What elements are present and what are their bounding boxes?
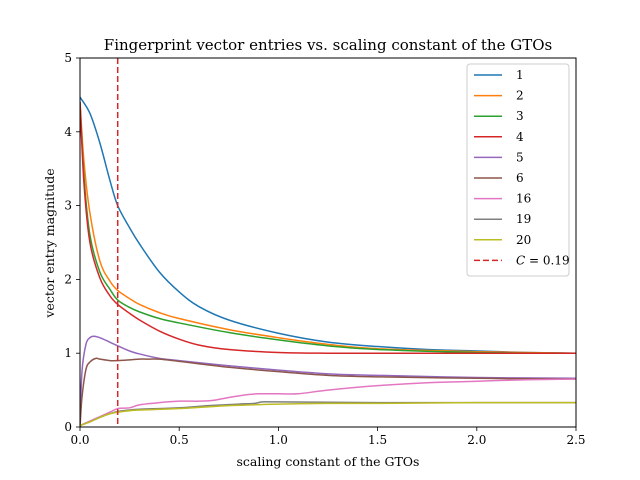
legend-label-reference: C = 0.19 xyxy=(516,253,570,267)
y-axis: 0 1 2 3 4 5 xyxy=(64,51,80,434)
x-axis-label: scaling constant of the GTOs xyxy=(237,454,420,469)
series-line-4 xyxy=(80,101,576,355)
legend-label-6: 6 xyxy=(516,171,524,185)
y-tick-label: 1 xyxy=(64,346,72,360)
series-line-2 xyxy=(80,101,576,354)
chart-title: Fingerprint vector entries vs. scaling c… xyxy=(104,36,552,54)
legend-label-16: 16 xyxy=(516,192,531,206)
y-tick-label: 4 xyxy=(64,125,72,139)
legend-label-5: 5 xyxy=(516,150,524,164)
x-tick-label: 2.5 xyxy=(566,433,585,447)
legend-label-19: 19 xyxy=(516,212,531,226)
legend-label-2: 2 xyxy=(516,89,524,103)
series-line-5 xyxy=(80,335,576,427)
series-line-6 xyxy=(80,357,576,427)
legend-label-1: 1 xyxy=(516,68,524,82)
series-line-16 xyxy=(80,378,576,427)
series-line-3 xyxy=(80,101,576,354)
y-tick-label: 0 xyxy=(64,420,72,434)
legend: 1 2 3 4 5 6 16 19 20 C = 0.19 xyxy=(466,63,570,277)
legend-label-20: 20 xyxy=(516,233,531,247)
x-tick-label: 0.0 xyxy=(70,433,89,447)
y-tick-label: 2 xyxy=(64,272,72,286)
plot-frame xyxy=(79,57,577,428)
legend-box xyxy=(466,63,570,277)
x-tick-label: 1.0 xyxy=(269,433,288,447)
series-line-20 xyxy=(80,401,576,427)
series-layer xyxy=(80,96,576,427)
legend-label-3: 3 xyxy=(516,109,524,123)
y-tick-label: 3 xyxy=(64,199,72,213)
x-tick-label: 0.5 xyxy=(170,433,189,447)
x-tick-label: 1.5 xyxy=(368,433,387,447)
x-axis: 0.0 0.5 1.0 1.5 2.0 2.5 xyxy=(70,427,586,447)
legend-label-4: 4 xyxy=(516,130,524,144)
plot-area xyxy=(80,58,576,427)
y-axis-label: vector entry magnitude xyxy=(42,168,57,318)
y-tick-label: 5 xyxy=(64,51,72,65)
series-line-1 xyxy=(80,96,576,354)
x-tick-label: 2.0 xyxy=(467,433,486,447)
